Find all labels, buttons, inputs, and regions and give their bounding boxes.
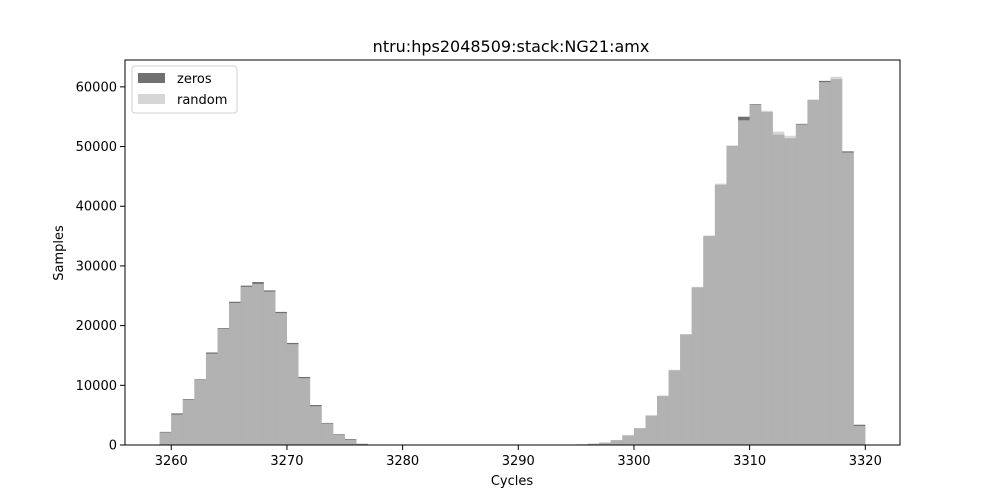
- bar-random: [807, 99, 819, 445]
- y-axis-label: Samples: [52, 225, 67, 281]
- x-tick-label: 3290: [502, 454, 535, 469]
- bar-random: [345, 440, 357, 445]
- y-tick-label: 0: [109, 439, 117, 454]
- x-tick-label: 3310: [733, 454, 766, 469]
- bar-random: [657, 395, 669, 445]
- bar-random: [680, 334, 692, 445]
- bar-random: [738, 120, 750, 445]
- bar-random: [241, 287, 253, 445]
- bar-random: [322, 424, 334, 445]
- bar-random: [692, 287, 704, 445]
- y-tick-label: 10000: [76, 379, 117, 394]
- y-tick-label: 40000: [76, 200, 117, 215]
- bar-random: [634, 428, 646, 445]
- y-tick-label: 60000: [76, 80, 117, 95]
- bar-random: [715, 184, 727, 445]
- bar-random: [854, 426, 866, 445]
- legend-swatch-zeros: [138, 73, 165, 83]
- bar-random: [333, 435, 345, 445]
- chart-title: ntru:hps2048509:stack:NG21:amx: [373, 37, 650, 56]
- x-tick-label: 3260: [155, 454, 188, 469]
- bar-random: [703, 235, 715, 445]
- legend-swatch-random: [138, 94, 165, 104]
- bar-random: [160, 432, 172, 445]
- bar-random: [252, 284, 264, 445]
- x-axis: 3260 3270 3280 3290 3300 3310 3320: [155, 445, 882, 469]
- bar-random: [622, 435, 634, 445]
- bar-random: [669, 370, 681, 445]
- bar-random: [287, 344, 299, 445]
- series-random: [160, 77, 866, 445]
- x-tick-label: 3280: [386, 454, 419, 469]
- bar-random: [831, 77, 843, 445]
- x-tick-label: 3270: [270, 454, 303, 469]
- bar-random: [796, 124, 808, 445]
- bar-random: [611, 440, 623, 445]
- y-tick-label: 50000: [76, 140, 117, 155]
- bar-random: [773, 132, 785, 445]
- bar-random: [761, 111, 773, 445]
- bar-random: [183, 400, 195, 445]
- legend: zeros random: [132, 66, 237, 113]
- x-axis-label: Cycles: [491, 474, 534, 489]
- bar-random: [750, 105, 762, 445]
- bar-random: [218, 329, 230, 445]
- bar-random: [784, 136, 796, 445]
- bar-random: [229, 303, 241, 445]
- y-tick-label: 30000: [76, 259, 117, 274]
- bar-random: [819, 82, 831, 445]
- bar-random: [726, 145, 738, 445]
- legend-label-random: random: [177, 93, 227, 108]
- legend-label-zeros: zeros: [177, 72, 212, 87]
- bar-random: [310, 406, 322, 445]
- bar-random: [299, 378, 311, 445]
- bar-random: [206, 354, 218, 445]
- bars-layer: [160, 77, 866, 445]
- bar-random: [842, 153, 854, 445]
- x-tick-label: 3320: [849, 454, 882, 469]
- x-tick-label: 3300: [617, 454, 650, 469]
- bar-random: [194, 380, 206, 445]
- bar-random: [275, 313, 287, 445]
- y-axis: 0 10000 20000 30000 40000 50000 60000: [76, 80, 125, 453]
- bar-random: [171, 415, 183, 445]
- bar-random: [646, 415, 658, 445]
- y-tick-label: 20000: [76, 319, 117, 334]
- bar-random: [264, 292, 276, 445]
